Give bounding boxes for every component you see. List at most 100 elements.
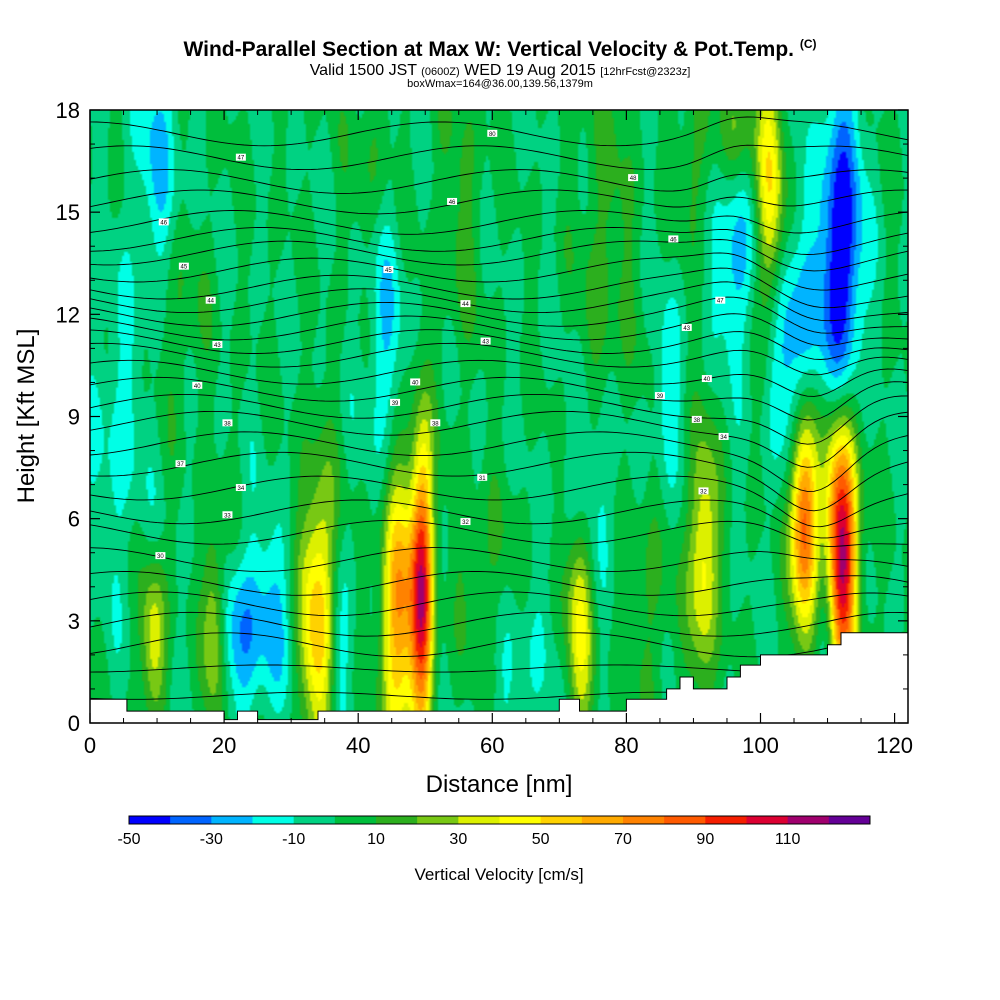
theta-contour-label-bg [460, 300, 471, 308]
theta-contour-label-bg [447, 197, 458, 205]
theta-contour-label-bg [487, 129, 498, 137]
theta-contour-line [90, 313, 908, 347]
theta-contour-label: 46 [668, 235, 679, 243]
x-tick-label: 120 [876, 733, 913, 758]
theta-contour-label: 39 [390, 398, 401, 407]
theta-contour-label-text: 45 [181, 265, 188, 271]
y-tick-label: 9 [68, 405, 80, 430]
colorbar-swatch [664, 816, 706, 824]
theta-contour-label-text: 32 [462, 520, 469, 526]
colorbar-label: 30 [449, 831, 467, 848]
colorbar-title: Vertical Velocity [cm/s] [414, 865, 583, 884]
theta-contour-label-bg [235, 484, 246, 492]
colorbar-swatch [746, 816, 789, 824]
y-tick-label: 15 [56, 200, 80, 225]
x-tick-label: 80 [614, 733, 638, 758]
x-axis-label: Distance [nm] [426, 771, 573, 798]
theta-contour-label: 39 [654, 392, 665, 400]
colorbar: -50 -30 -10 10 30 50 70 90 110 [117, 815, 871, 848]
theta-contour-line [90, 451, 908, 512]
theta-contour-line [90, 376, 908, 421]
theta-contour-label-text: 38 [432, 421, 439, 427]
y-tick-label: 0 [68, 711, 80, 736]
theta-contour-line [90, 431, 908, 492]
theta-contour-label-text: 34 [720, 435, 727, 441]
theta-contour-label-text: 48 [630, 176, 637, 182]
theta-contour-line [90, 239, 908, 272]
theta-contour-label: 38 [222, 419, 233, 427]
theta-contour-line [90, 329, 908, 360]
theta-contour-label-bg [701, 375, 712, 383]
theta-contour-line [90, 591, 908, 617]
theta-contour-label-text: 39 [657, 394, 664, 400]
theta-contour-label-text: 34 [238, 486, 245, 492]
theta-contour-label-bg [480, 337, 491, 345]
colorbar-swatch [252, 816, 295, 824]
y-axis-label: Height [Kft MSL] [13, 329, 40, 504]
theta-contour-line [90, 359, 908, 397]
theta-contour-label-text: 43 [683, 326, 690, 332]
theta-contour-label-bg [654, 392, 665, 400]
chart-title-text: Wind-Parallel Section at Max W: Vertical… [183, 38, 794, 61]
colorbar-label: -50 [117, 831, 140, 848]
theta-contour-line [90, 169, 908, 194]
theta-contour-label-text: 47 [238, 156, 245, 162]
colorbar-swatch [334, 816, 377, 824]
x-tick-label: 20 [212, 733, 236, 758]
theta-contour-line [90, 227, 908, 255]
theta-contour-labels: 80 47 48 46 46 46 45 45 47 44 44 43 43 43 40 40 40 39 39 38… [155, 129, 729, 560]
x-tick-label: 100 [742, 733, 779, 758]
theta-contour-label-text: 40 [704, 377, 711, 383]
theta-contour-label-bg [681, 323, 692, 331]
theta-contour-label-bg [628, 174, 639, 182]
theta-contour-label: 45 [383, 266, 394, 274]
theta-contour-label-text: 45 [385, 268, 392, 274]
colorbar-swatch [828, 816, 871, 824]
colorbar-frame [128, 815, 871, 825]
theta-contour-label-bg [158, 218, 169, 226]
theta-contour-label-bg [155, 552, 166, 560]
colorbar-swatch [581, 816, 624, 824]
theta-contour-line [90, 267, 908, 309]
theta-contour-label-bg [715, 296, 726, 304]
colorbar-label: 10 [367, 831, 385, 848]
theta-contour-label-bg [235, 153, 246, 161]
theta-contour-label-bg [175, 460, 186, 468]
subtitle-valid-time: Valid 1500 JST [309, 62, 417, 79]
theta-contour-label-text: 33 [224, 513, 231, 519]
theta-contour-line [90, 116, 908, 147]
theta-contour-label: 44 [460, 300, 471, 308]
theta-contour-label-bg [205, 296, 216, 304]
chart-subtitle: Valid 1500 JST (0600Z) WED 19 Aug 2015 [… [0, 62, 1000, 80]
y-tick-label: 6 [68, 507, 80, 532]
theta-contour-label: 43 [212, 340, 223, 349]
theta-contour-label: 40 [410, 378, 421, 386]
theta-contour-label: 48 [628, 174, 639, 182]
theta-contour-line [90, 393, 908, 445]
y-tick-label: 18 [56, 98, 80, 123]
theta-contour-label-bg [383, 266, 394, 274]
theta-contour-label-text: 40 [412, 380, 419, 386]
chart-title-mark: (C) [799, 37, 817, 51]
theta-contour-label: 46 [158, 218, 169, 226]
vertical-velocity-field [90, 110, 908, 723]
theta-contour-line [90, 519, 908, 547]
theta-contour-label: 43 [480, 337, 491, 346]
theta-contour-label: 44 [205, 296, 216, 305]
subtitle-date: WED 19 Aug 2015 [464, 62, 596, 79]
terrain-mask [90, 632, 908, 723]
theta-contour-label-text: 38 [693, 418, 700, 424]
theta-contour-label-bg [477, 473, 488, 481]
theta-contour-line [90, 281, 908, 322]
theta-contour-label-bg [691, 415, 702, 423]
colorbar-swatch [623, 816, 665, 824]
theta-contour-label: 80 [487, 129, 498, 138]
theta-contour-label-bg [668, 235, 679, 243]
theta-contour-line [90, 189, 908, 215]
theta-contour-label-bg [718, 432, 729, 440]
theta-contour-label: 32 [460, 518, 471, 526]
theta-contour-label: 46 [447, 197, 458, 206]
theta-contour-line [90, 210, 908, 235]
colorbar-swatch [417, 816, 459, 824]
colorbar-swatch [170, 816, 212, 824]
